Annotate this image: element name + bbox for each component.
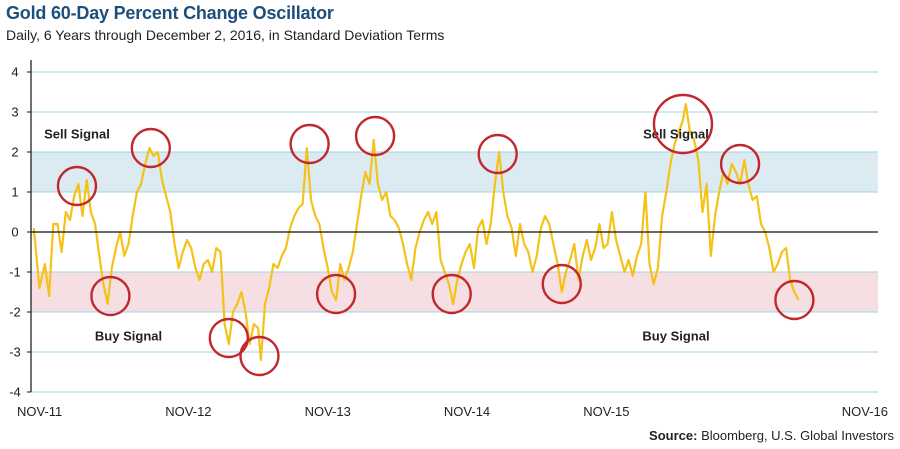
sell-signal-circle <box>354 115 396 157</box>
buy-signal-circle <box>315 273 357 315</box>
y-tick-label: -1 <box>9 265 21 280</box>
chart-title: Gold 60-Day Percent Change Oscillator <box>6 3 334 23</box>
buy-signal-circle <box>541 263 582 305</box>
x-tick-label: NOV-14 <box>444 404 490 419</box>
y-tick-label: -2 <box>9 305 21 320</box>
y-tick-label: 3 <box>11 105 18 120</box>
oscillator-line <box>32 102 800 362</box>
y-tick-label: 4 <box>11 65 18 80</box>
buy-signal-circle <box>90 275 131 317</box>
sell-signal-circle <box>719 143 761 185</box>
sell-signal-label: Sell Signal <box>643 127 709 142</box>
buy-signal-label: Buy Signal <box>95 329 162 344</box>
y-tick-label: 1 <box>11 185 18 200</box>
sell-signal-circle <box>289 123 330 165</box>
buy-signal-circle <box>774 279 815 321</box>
x-tick-label: NOV-15 <box>583 404 629 419</box>
buy-signal-circle <box>431 273 472 315</box>
buy-signal-circle <box>208 317 250 359</box>
sell-signal-circle <box>130 127 172 169</box>
source-label: Source: <box>649 428 698 443</box>
y-tick-label: 2 <box>11 145 18 160</box>
source-text: Bloomberg, U.S. Global Investors <box>701 428 894 443</box>
y-tick-label: -4 <box>9 385 21 400</box>
x-tick-label: NOV-12 <box>165 404 211 419</box>
x-tick-label: NOV-16 <box>842 404 888 419</box>
buy-signal-label: Buy Signal <box>642 329 709 344</box>
sell-signal-circle <box>56 165 98 207</box>
sell-signal-circle <box>477 133 518 175</box>
y-tick-label: 0 <box>11 225 18 240</box>
chart-subtitle: Daily, 6 Years through December 2, 2016,… <box>6 27 445 43</box>
x-tick-label: NOV-11 <box>17 404 62 419</box>
buy-signal-circle <box>239 335 280 377</box>
y-tick-label: -3 <box>9 345 21 360</box>
source-note: Source: Bloomberg, U.S. Global Investors <box>649 428 894 443</box>
sell-signal-label: Sell Signal <box>44 127 110 142</box>
x-tick-label: NOV-13 <box>305 404 351 419</box>
sell-signal-circle <box>652 93 714 155</box>
